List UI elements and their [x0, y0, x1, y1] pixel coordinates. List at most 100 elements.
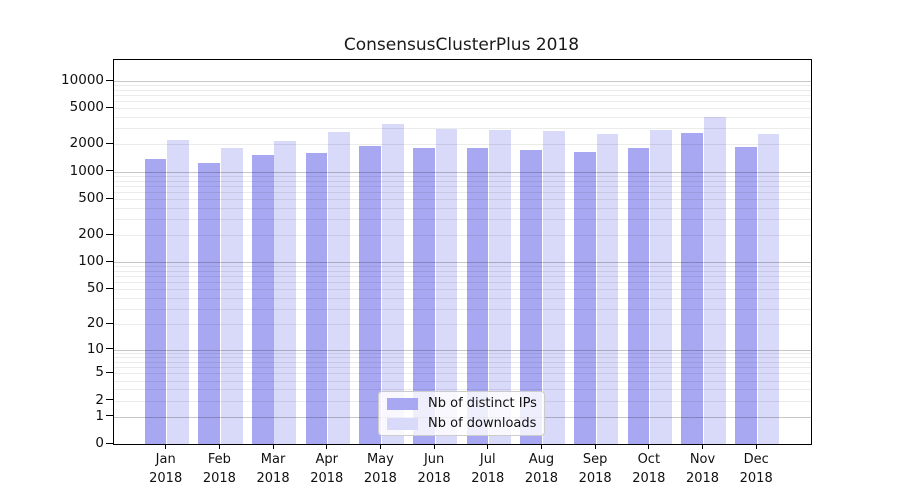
gridline-minor: [114, 219, 811, 221]
y-tick-label: 1: [95, 407, 104, 424]
x-tick-year: 2018: [202, 471, 236, 486]
legend-item-downloads: Nb of downloads: [387, 416, 536, 431]
y-tick-label: 500: [78, 190, 104, 207]
x-tick-label-jul: Jul 2018: [456, 450, 520, 488]
y-tick-mark: [106, 371, 113, 373]
y-tick-label: 5: [95, 364, 104, 381]
x-tick-month: Oct: [637, 452, 661, 467]
x-tick-mark: [594, 444, 596, 449]
bar-distinct-ips-dec: [734, 146, 757, 444]
gridline-minor: [114, 297, 811, 299]
y-tick-label: 20: [86, 315, 104, 332]
x-tick-year: 2018: [524, 471, 558, 486]
x-tick-label-oct: Oct 2018: [617, 450, 681, 488]
y-tick-mark: [106, 287, 113, 289]
y-tick-mark: [106, 170, 113, 172]
y-tick-label: 10: [86, 340, 104, 357]
y-tick-mark: [106, 197, 113, 199]
legend: Nb of distinct IPs Nb of downloads: [378, 391, 545, 436]
y-tick-mark: [106, 142, 113, 144]
gridline-minor: [114, 199, 811, 201]
gridline-minor: [114, 308, 811, 310]
bar-downloads-aug: [542, 130, 565, 444]
x-tick-year: 2018: [471, 471, 505, 486]
x-tick-year: 2018: [632, 471, 666, 486]
y-tick-label: 50: [86, 280, 104, 297]
bar-distinct-ips-jan: [144, 158, 167, 444]
bar-downloads-dec: [757, 133, 780, 444]
x-tick-month: Aug: [528, 452, 555, 467]
bar-distinct-ips-oct: [627, 148, 650, 444]
bar-downloads-jul: [489, 130, 511, 444]
gridline-minor: [114, 270, 811, 272]
x-tick-month: Jan: [155, 452, 176, 467]
legend-swatch-downloads: [387, 417, 418, 430]
x-tick-label-may: May 2018: [348, 450, 412, 488]
gridline-major: [114, 81, 811, 83]
gridline-minor: [114, 117, 811, 119]
legend-label-distinct-ips: Nb of distinct IPs: [428, 396, 537, 411]
x-tick-year: 2018: [149, 471, 183, 486]
x-tick-month: Sep: [582, 452, 608, 467]
bar-distinct-ips-feb: [198, 162, 220, 444]
gridline-minor: [114, 85, 811, 87]
y-tick-label: 5000: [69, 99, 104, 116]
x-tick-mark: [326, 444, 328, 449]
x-tick-month: Jun: [423, 452, 445, 467]
x-tick-mark: [272, 444, 274, 449]
x-tick-year: 2018: [363, 471, 397, 486]
x-tick-month: Jul: [479, 452, 496, 467]
y-tick-label: 10000: [61, 72, 104, 89]
bar-downloads-oct: [650, 129, 673, 444]
gridline-minor: [114, 389, 811, 391]
x-tick-year: 2018: [578, 471, 612, 486]
gridline-minor: [114, 353, 811, 355]
x-tick-mark: [648, 444, 650, 449]
y-tick-mark: [106, 233, 113, 235]
gridline-minor: [114, 175, 811, 177]
x-tick-mark: [702, 444, 703, 449]
x-tick-label-aug: Aug 2018: [509, 450, 573, 488]
gridline-major: [114, 349, 811, 351]
gridline-minor: [114, 95, 811, 97]
x-tick-month: Apr: [315, 452, 338, 467]
gridline-minor: [114, 373, 811, 375]
y-tick-label: 1000: [69, 162, 104, 179]
x-tick-mark: [379, 444, 381, 449]
x-tick-year: 2018: [310, 471, 344, 486]
x-tick-mark: [487, 444, 489, 449]
gridline-minor: [114, 266, 811, 268]
gridline-minor: [114, 289, 811, 291]
x-tick-label-nov: Nov 2018: [671, 450, 735, 488]
x-tick-month: Feb: [207, 452, 231, 467]
legend-item-distinct-ips: Nb of distinct IPs: [387, 396, 537, 411]
y-tick-label: 2: [95, 391, 104, 408]
x-tick-label-sep: Sep 2018: [563, 450, 627, 488]
gridline-minor: [114, 324, 811, 326]
gridline-minor: [114, 191, 811, 193]
x-tick-mark: [540, 444, 542, 449]
bar-distinct-ips-sep: [573, 151, 596, 444]
y-tick-mark: [106, 399, 113, 401]
x-tick-year: 2018: [417, 471, 451, 486]
bar-distinct-ips-nov: [681, 133, 704, 444]
x-tick-year: 2018: [256, 471, 290, 486]
x-tick-label-dec: Dec 2018: [724, 450, 788, 488]
gridline-minor: [114, 89, 811, 91]
y-tick-mark: [106, 348, 113, 349]
x-tick-mark: [433, 444, 435, 449]
y-tick-label: 2000: [69, 135, 104, 152]
y-tick-mark: [106, 415, 113, 417]
bar-downloads-apr: [328, 131, 350, 444]
bar-downloads-feb: [220, 147, 243, 444]
x-tick-mark: [755, 444, 757, 449]
legend-label-downloads: Nb of downloads: [428, 416, 537, 431]
bar-distinct-ips-apr: [305, 152, 328, 444]
gridline-minor: [114, 362, 811, 364]
bar-downloads-nov: [703, 116, 726, 444]
x-tick-year: 2018: [739, 471, 773, 486]
bar-downloads-jan: [167, 140, 189, 444]
x-tick-month: Nov: [689, 452, 716, 467]
bar-distinct-ips-aug: [520, 149, 543, 444]
